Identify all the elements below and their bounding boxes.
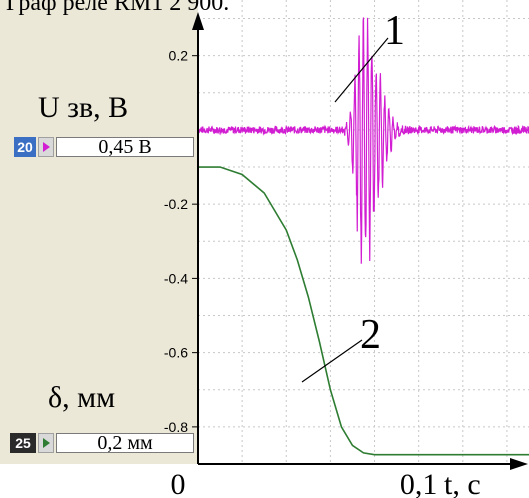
callout-leader-2 [301,339,363,383]
x-tick-label: 0 [171,468,186,498]
callout-label-2: 2 [360,312,381,358]
time-axis-strip [0,464,529,498]
voltage-axis-label: U зв, В [38,91,129,124]
y-tick-label: 0.2 [169,48,189,64]
scale-panel [0,0,198,464]
x-tick-group: 0 0,1 [171,468,438,498]
x-tick-label: 0,1 [400,468,438,498]
callout-label-1: 1 [384,8,405,54]
x-axis-arrow [510,458,528,470]
y-axis-arrow [192,12,204,30]
callout-leader-1 [334,37,389,103]
y-tick-label: -0.2 [164,196,188,212]
play-arrow-icon [42,438,50,448]
scale-value-voltage[interactable]: 0,45 В [56,137,194,157]
scale-value-displacement[interactable]: 0,2 мм [56,433,194,453]
y-tick-label: -0.4 [164,270,188,286]
series-line-displacement [198,166,529,456]
channel-number-voltage: 20 [14,137,36,157]
play-arrow-icon [42,142,50,152]
displacement-axis-label: δ, мм [48,381,116,414]
time-axis-label: t, с [444,468,481,498]
channel-arrow-displacement[interactable] [38,433,54,453]
y-tick-label: -0.6 [164,345,188,361]
y-tick-group: 0.2 -0.2 -0.4 -0.6 -0.8 [164,48,198,435]
channel-number-displacement: 25 [10,433,36,453]
channel-arrow-voltage[interactable] [38,137,54,157]
y-tick-label: -0.8 [164,419,188,435]
series-line-voltage [197,17,529,264]
